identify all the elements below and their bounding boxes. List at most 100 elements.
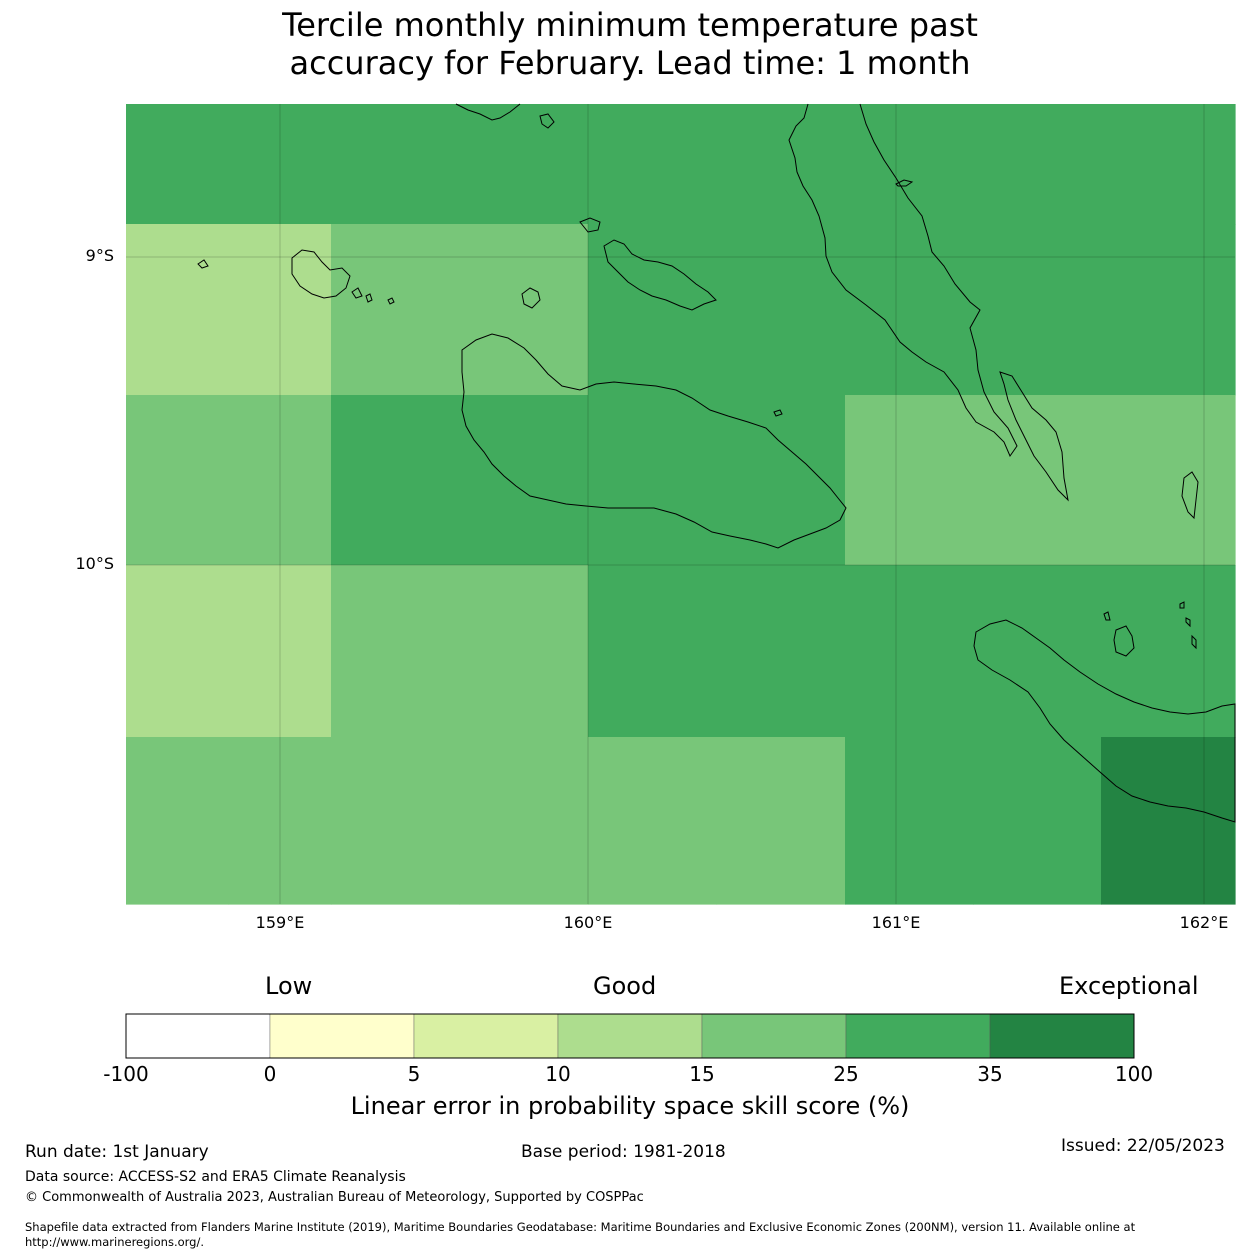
grid-cell [973, 737, 1102, 905]
lon-label-161e: 161°E [871, 913, 921, 932]
grid-cell [459, 224, 589, 396]
lat-label-9s: 9°S [85, 246, 114, 265]
coastline-guadalcanal [461, 333, 847, 549]
coastline-florida-islands [603, 239, 717, 311]
base-period: Base period: 1981-2018 [521, 1142, 726, 1162]
coastline-islet [365, 293, 373, 303]
grid-cell [1101, 104, 1236, 225]
coastline-santa-isabel [788, 103, 1018, 458]
grid-cell [973, 395, 1102, 566]
colorbar-tick: 5 [407, 1062, 421, 1086]
coastline-islet [999, 371, 1069, 502]
coastline-islet [197, 259, 209, 269]
colorbar-swatch [989, 1013, 1135, 1059]
grid-cell [588, 395, 718, 566]
data-source: Data source: ACCESS-S2 and ERA5 Climate … [25, 1169, 406, 1185]
grid-cell [588, 224, 718, 396]
grid-cell [459, 737, 589, 905]
coastline-islet [387, 297, 395, 305]
grid-cell [588, 737, 718, 905]
grid-cell [459, 395, 589, 566]
colorbar-swatch [701, 1013, 847, 1059]
coastline-ugi [1113, 625, 1135, 657]
lat-label-10s: 10°S [75, 554, 114, 573]
colorbar-tick: -100 [103, 1062, 149, 1086]
grid-cell [228, 104, 332, 225]
lon-label-162e: 162°E [1179, 913, 1229, 932]
coastlines [197, 103, 1236, 823]
colorbar-swatches [125, 1013, 1135, 1059]
map-title: Tercile monthly minimum temperature past… [0, 6, 1260, 82]
grid-cell [459, 104, 589, 225]
grid-cell [331, 224, 461, 396]
colorbar-swatch [125, 1013, 271, 1059]
grid-cell [228, 737, 332, 905]
colorbar-category-good: Good [593, 972, 657, 1000]
grid-cell [845, 737, 974, 905]
coastline-savo [521, 287, 541, 309]
coastline-islet [1103, 611, 1111, 621]
grid-cell [126, 224, 230, 396]
colorbar-category-exceptional: Exceptional [1059, 972, 1199, 1000]
graticule [126, 104, 1235, 904]
shapefile-credit: Shapefile data extracted from Flanders M… [25, 1220, 1136, 1234]
skill-grid [126, 104, 1236, 905]
grid-cell [845, 565, 974, 738]
grid-cell [331, 737, 461, 905]
grid-cell [126, 395, 230, 566]
grid-cell [716, 224, 846, 396]
grid-cell [126, 565, 230, 738]
title-line-2: accuracy for February. Lead time: 1 mont… [289, 44, 971, 82]
colorbar-swatch [269, 1013, 415, 1059]
grid-cell [228, 565, 332, 738]
coastline-islet [579, 217, 601, 233]
grid-cell [1101, 395, 1236, 566]
coastline-islet [895, 179, 914, 187]
lon-label-159e: 159°E [255, 913, 305, 932]
grid-cell [228, 395, 332, 566]
coastline-islet [539, 113, 555, 129]
grid-cell [716, 104, 846, 225]
grid-cell [126, 737, 230, 905]
grid-cell [973, 224, 1102, 396]
coastline-malaita [1181, 471, 1199, 520]
copyright: © Commonwealth of Australia 2023, Austra… [25, 1190, 644, 1205]
grid-cell [1101, 224, 1236, 396]
colorbar-tick: 35 [977, 1062, 1003, 1086]
grid-cell [845, 395, 974, 566]
colorbar-swatch [557, 1013, 703, 1059]
coastline-islet [1185, 617, 1191, 628]
coastline-islet [773, 409, 783, 417]
colorbar-category-low: Low [265, 972, 313, 1000]
lon-label-160e: 160°E [563, 913, 613, 932]
colorbar-tick: 15 [689, 1062, 715, 1086]
colorbar-tick: 100 [1114, 1062, 1154, 1086]
grid-cell [331, 565, 461, 738]
coastline-russell-islands [291, 249, 351, 299]
grid-cell [1101, 737, 1236, 905]
colorbar-tick: 25 [833, 1062, 859, 1086]
grid-cell [845, 224, 974, 396]
shapefile-url: http://www.marineregions.org/. [25, 1235, 204, 1249]
title-line-1: Tercile monthly minimum temperature past [282, 6, 978, 44]
grid-cell [588, 104, 718, 225]
grid-cell [716, 565, 846, 738]
issued-date: Issued: 22/05/2023 [1061, 1136, 1225, 1156]
grid-cell [331, 395, 461, 566]
grid-cell [588, 565, 718, 738]
grid-cell [459, 565, 589, 738]
colorbar-tick: 10 [545, 1062, 571, 1086]
grid-cell [331, 104, 461, 225]
colorbar-tick: 0 [263, 1062, 277, 1086]
coastline-makira [973, 619, 1236, 823]
colorbar-swatch [845, 1013, 991, 1059]
coastline-islet [351, 287, 363, 299]
coastline-islet [1179, 601, 1185, 609]
grid-cell [973, 565, 1102, 738]
grid-cell [126, 104, 230, 225]
coastline-islet [1191, 634, 1197, 650]
grid-cell [716, 737, 846, 905]
coastline-new-georgia [455, 103, 521, 121]
